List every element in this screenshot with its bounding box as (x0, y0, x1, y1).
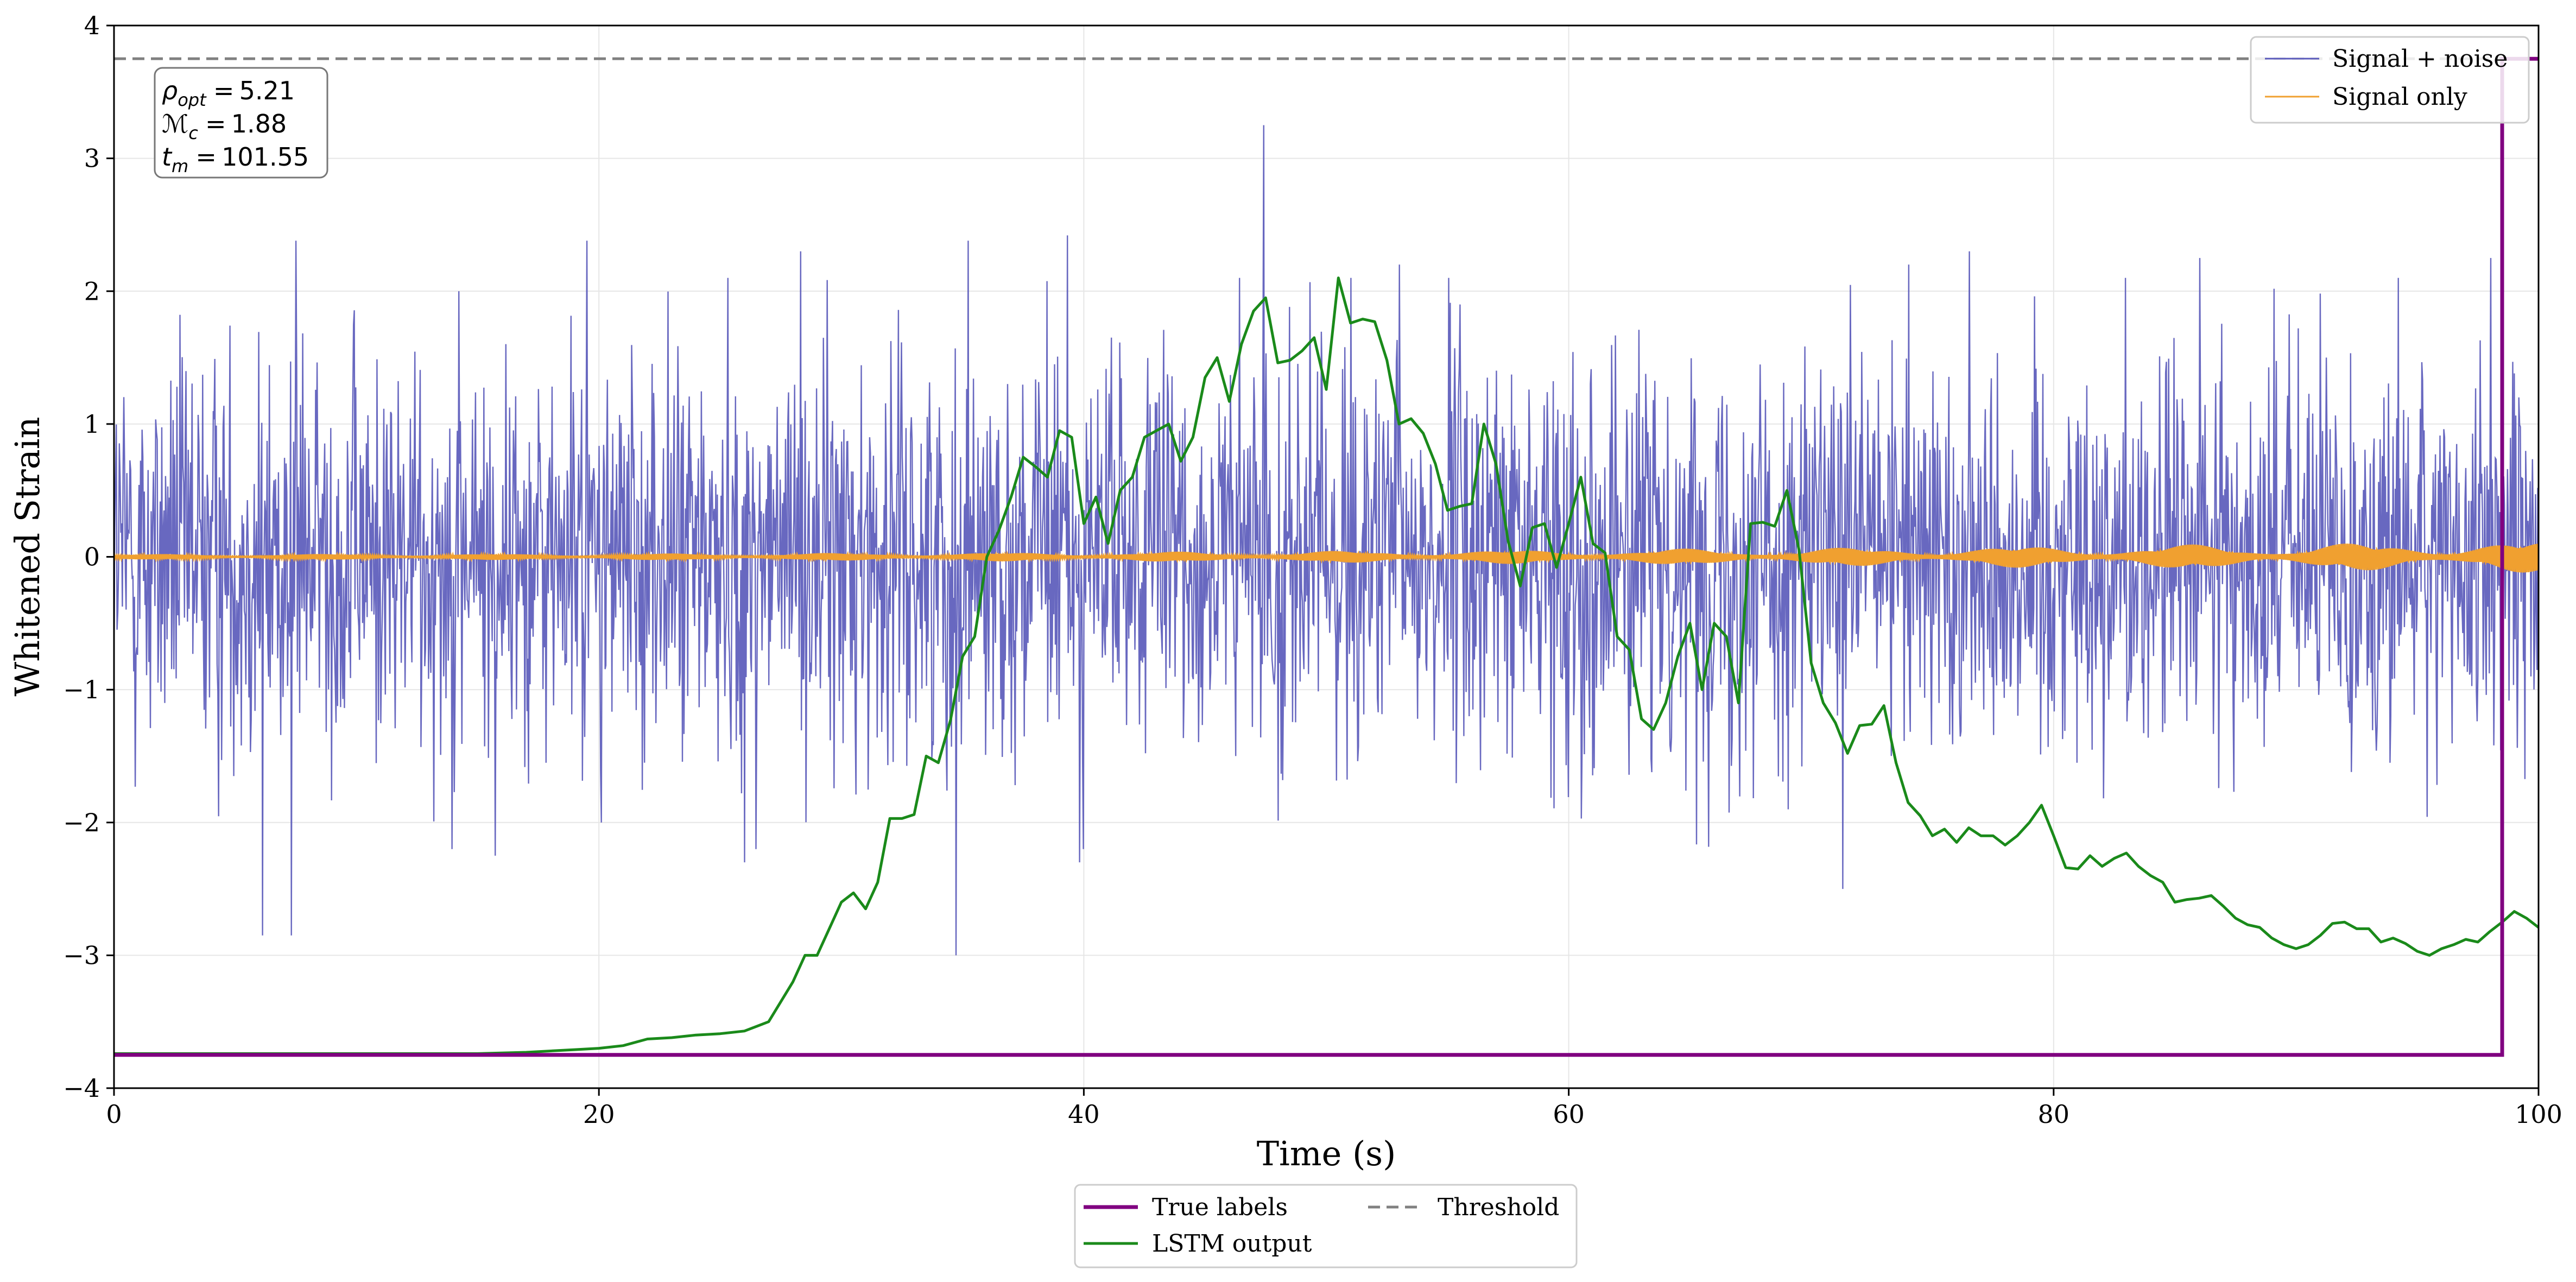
y-tick-label: −3 (63, 940, 100, 970)
y-tick-label: −1 (63, 675, 100, 704)
annotation-tm: tm = 101.55 (162, 142, 309, 176)
annotation-box: ρopt = 5.21 ℳc = 1.88 tm = 101.55 (154, 67, 328, 179)
annotation-rho: ρopt = 5.21 (162, 76, 295, 110)
y-tick-label: 3 (84, 144, 100, 173)
y-tick-label: 4 (84, 11, 100, 40)
y-tick-label: 0 (84, 542, 100, 572)
y-tick-label: −2 (63, 808, 100, 837)
x-tick-label: 40 (1068, 1100, 1100, 1129)
series-lstm-output (114, 276, 2539, 1055)
legend-signal-only-label: Signal only (2332, 83, 2467, 111)
series-signal-noise (114, 125, 2539, 956)
x-tick-label: 20 (583, 1100, 615, 1129)
y-tick-label: −4 (63, 1073, 100, 1103)
series-signal-only (114, 544, 2539, 573)
x-tick-label: 0 (106, 1100, 122, 1129)
legend-signal-noise-label: Signal + noise (2332, 45, 2508, 73)
x-tick-label: 100 (2515, 1100, 2562, 1129)
legend-upper: Signal + noise Signal only (2250, 36, 2530, 124)
x-tick-label: 80 (2038, 1100, 2070, 1129)
annotation-mc: ℳc = 1.88 (162, 109, 287, 143)
legend-lower: True labels LSTM output Threshold (1074, 1184, 1578, 1268)
y-tick-label: 1 (84, 409, 100, 439)
legend-lstm-label: LSTM output (1152, 1230, 1312, 1258)
legend-threshold-label: Threshold (1438, 1193, 1559, 1221)
axis-ticks: 0 20 40 60 80 100 −4 −3 −2 −1 0 1 2 3 4 (63, 11, 2562, 1129)
y-axis-label: Whitened Strain (8, 417, 47, 697)
y-tick-label: 2 (84, 276, 100, 306)
legend-true-labels-label: True labels (1152, 1193, 1288, 1221)
x-tick-label: 60 (1553, 1100, 1585, 1129)
x-axis-label: Time (s) (1257, 1134, 1396, 1173)
